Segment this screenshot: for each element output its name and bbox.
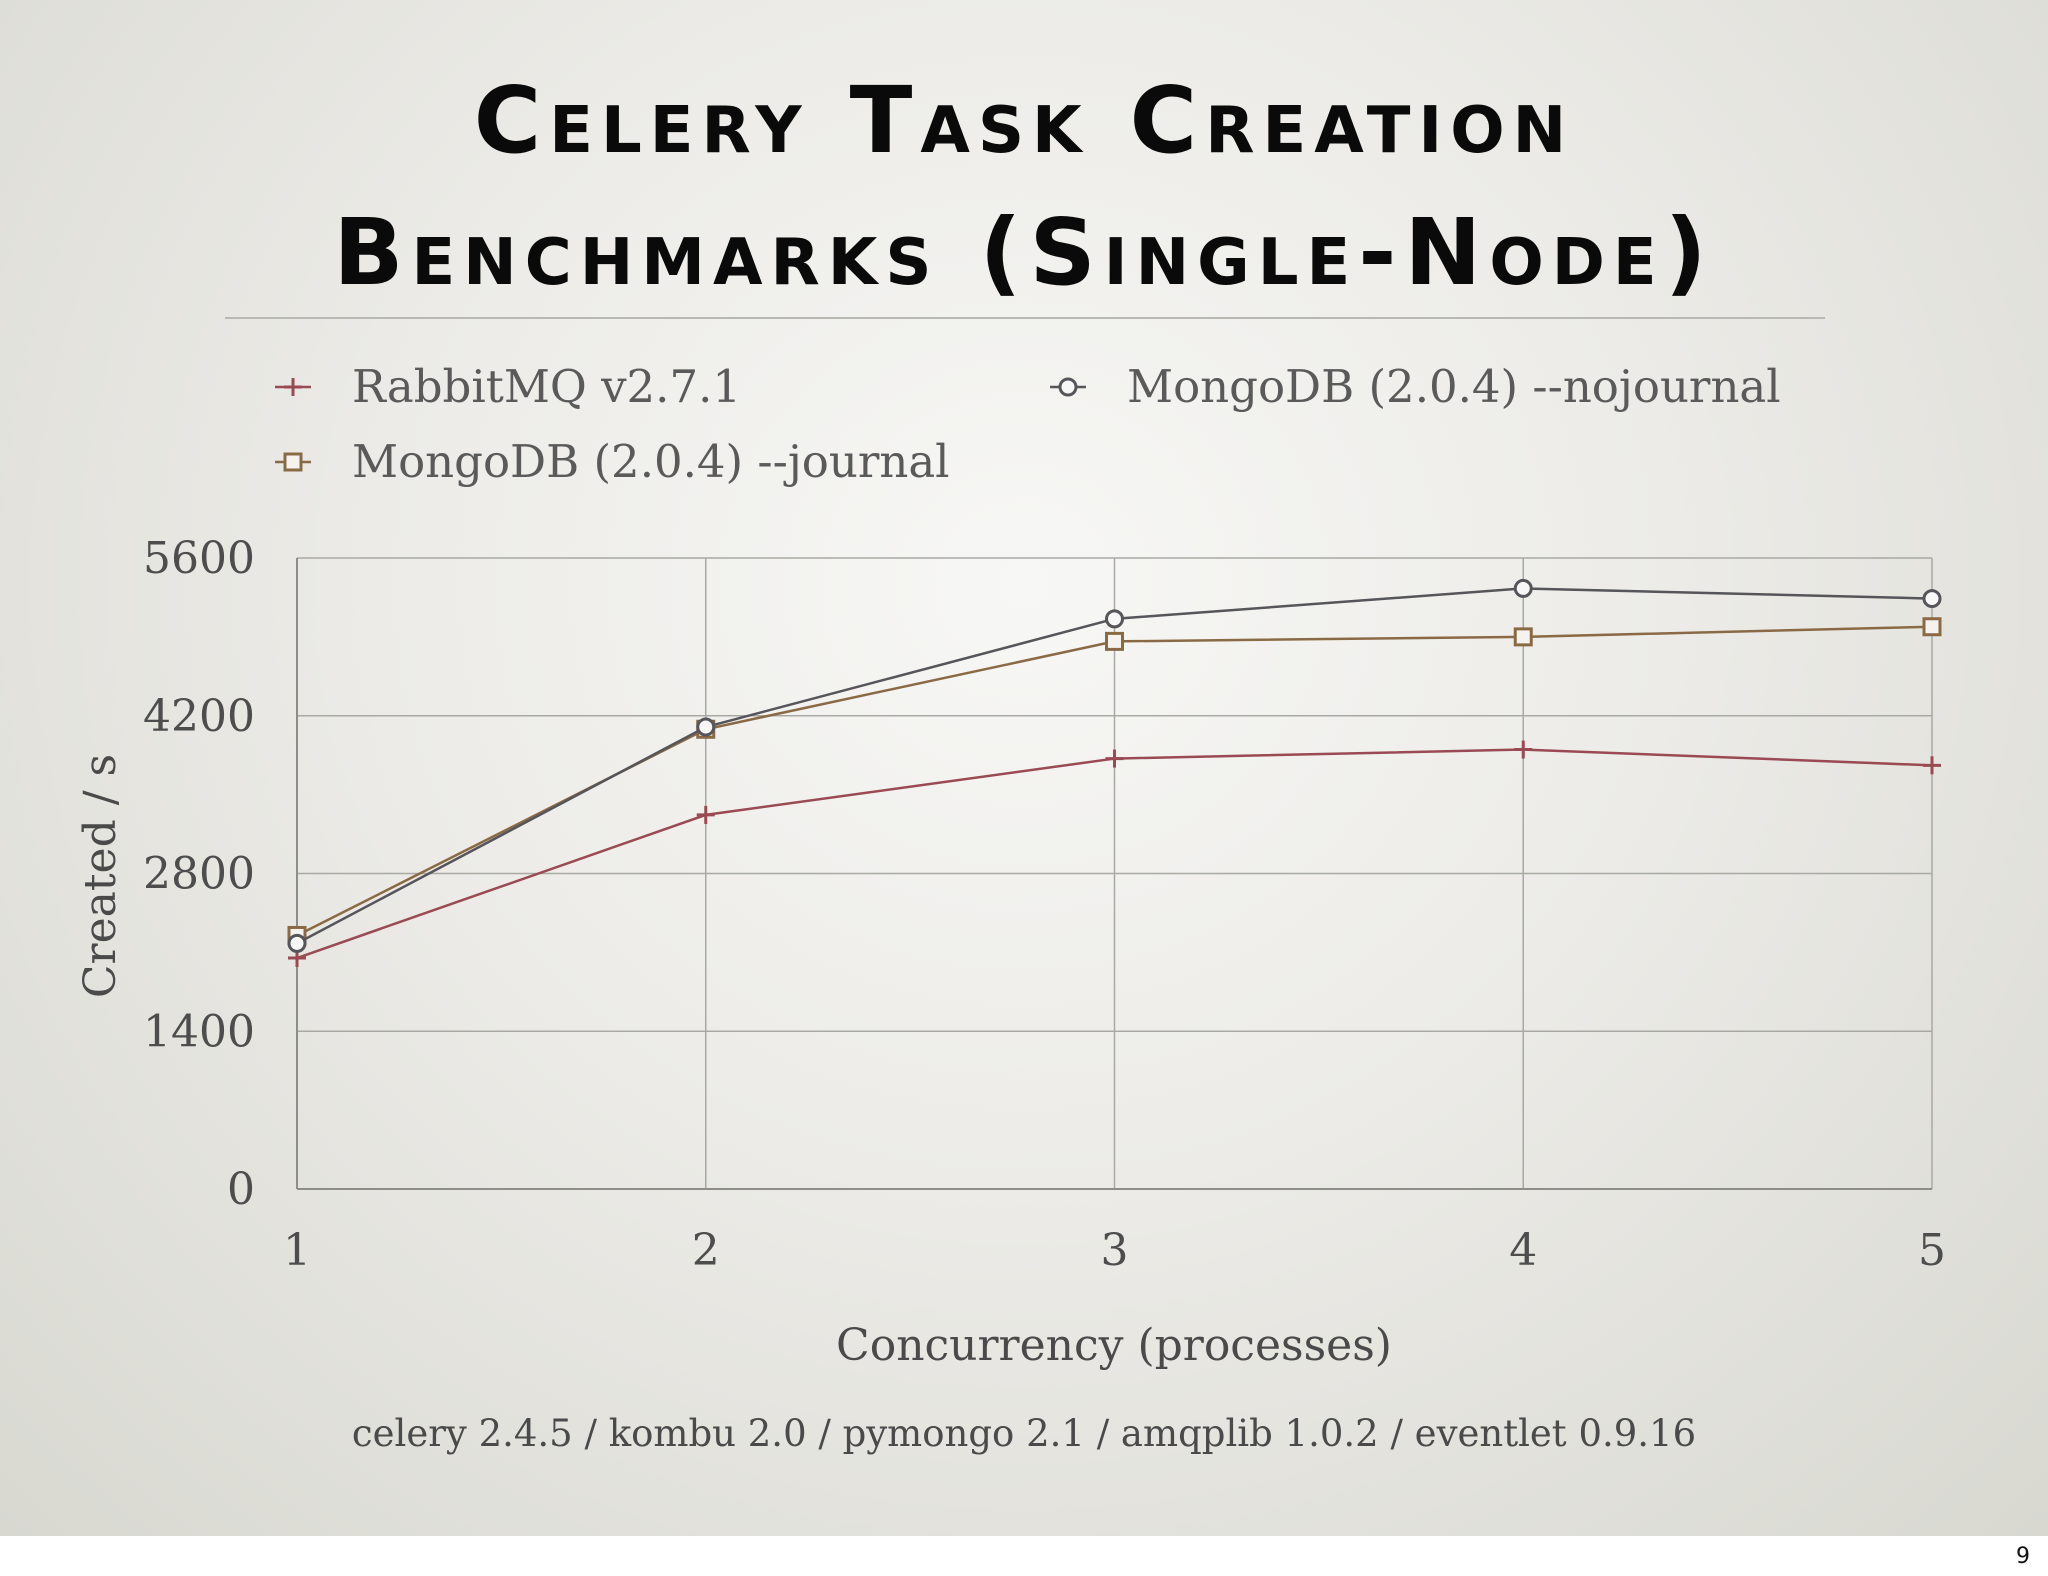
x-axis-ticks: 1 2 3 4 5 <box>283 1225 1946 1276</box>
page-number: 9 <box>2016 1544 2030 1569</box>
chart-grid <box>296 557 1933 1190</box>
data-point <box>1105 631 1124 651</box>
data-point <box>1513 627 1533 647</box>
y-tick-label: 1400 <box>143 1006 255 1057</box>
y-tick-label: 5600 <box>143 533 255 584</box>
legend-label: RabbitMQ v2.7.1 <box>352 360 741 413</box>
chart-series <box>287 578 1942 968</box>
legend-label: MongoDB (2.0.4) --nojournal <box>1127 360 1781 413</box>
title-line-2: Benchmarks (Single-Node) <box>333 199 1715 306</box>
data-point <box>1514 740 1533 759</box>
legend-marker <box>283 452 303 472</box>
x-tick-label: 3 <box>1101 1225 1129 1276</box>
y-tick-label: 2800 <box>143 849 255 900</box>
series-0 <box>288 740 1941 968</box>
y-axis-ticks: 0 1400 2800 4200 5600 <box>143 533 255 1215</box>
slide: Celery Task Creation Benchmarks (Single-… <box>0 0 2048 1536</box>
data-point <box>1105 749 1124 768</box>
y-tick-label: 0 <box>227 1164 255 1215</box>
x-tick-label: 4 <box>1509 1225 1537 1276</box>
x-axis-title: Concurrency (processes) <box>836 1320 1392 1371</box>
y-axis-title: Created / s <box>75 754 126 998</box>
data-point <box>1922 589 1942 609</box>
y-tick-label: 4200 <box>143 691 255 742</box>
line-chart: RabbitMQ v2.7.1 MongoDB (2.0.4) --journal… <box>75 360 1946 1371</box>
data-point <box>1922 617 1942 637</box>
data-point <box>1923 756 1941 775</box>
slide-title: Celery Task Creation Benchmarks (Single-… <box>0 55 2048 319</box>
legend-item-1: MongoDB (2.0.4) --journal <box>275 435 950 488</box>
legend-item-2: MongoDB (2.0.4) --nojournal <box>1050 360 1781 413</box>
x-tick-label: 5 <box>1918 1225 1946 1276</box>
chart-legend: RabbitMQ v2.7.1 MongoDB (2.0.4) --journal… <box>275 360 1781 488</box>
legend-item-0: RabbitMQ v2.7.1 <box>275 360 741 413</box>
title-divider <box>225 317 1825 319</box>
legend-label: MongoDB (2.0.4) --journal <box>352 435 950 488</box>
data-point <box>1513 578 1533 598</box>
title-line-1: Celery Task Creation <box>473 67 1575 174</box>
footnote: celery 2.4.5 / kombu 2.0 / pymongo 2.1 /… <box>351 1412 1697 1455</box>
x-tick-label: 1 <box>283 1225 311 1276</box>
data-point <box>696 805 715 824</box>
data-point <box>287 933 307 953</box>
series-2 <box>287 578 1942 953</box>
x-tick-label: 2 <box>692 1225 720 1276</box>
data-point <box>1105 609 1124 629</box>
legend-marker <box>1058 377 1078 397</box>
data-point <box>696 717 716 737</box>
legend-marker <box>284 378 302 396</box>
